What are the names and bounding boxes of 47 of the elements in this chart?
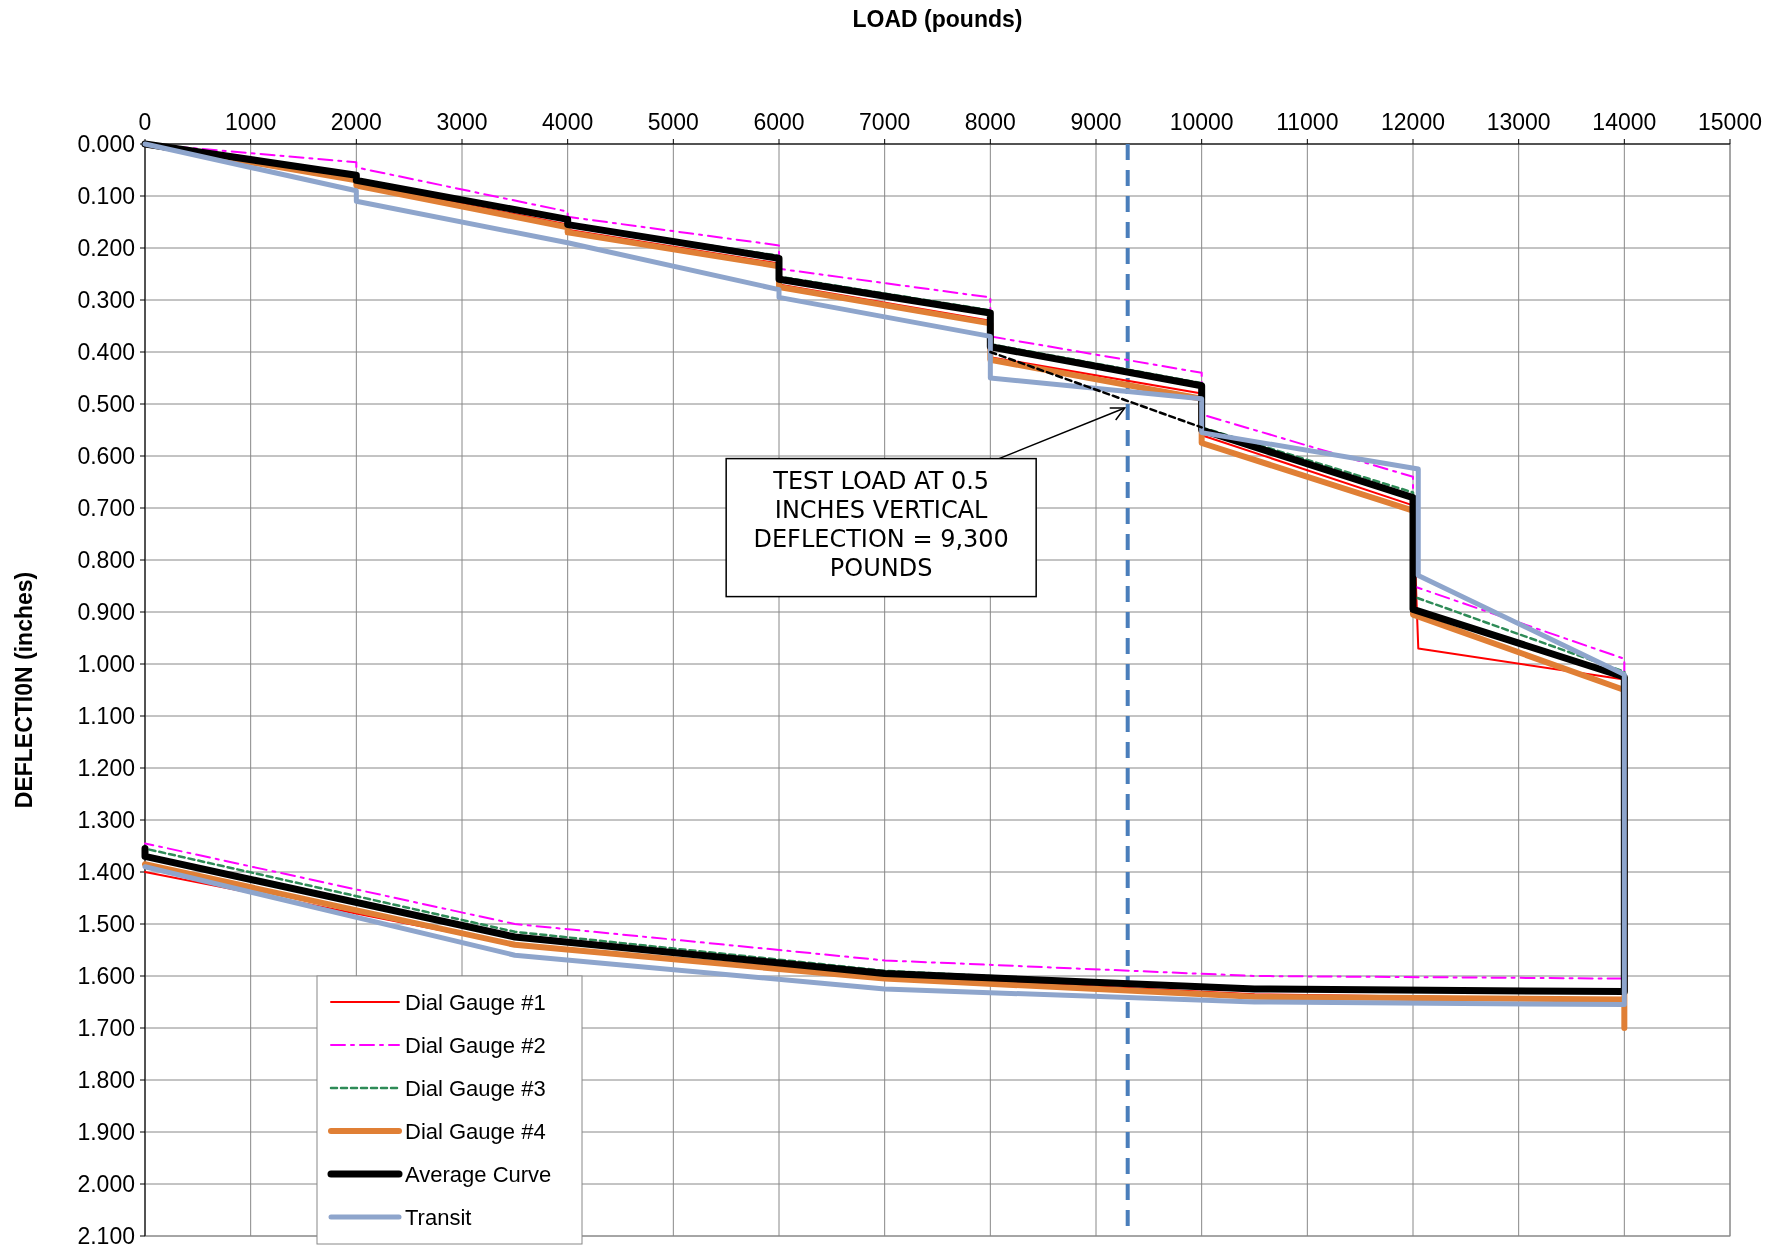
y-tick-label: 2.100: [77, 1223, 135, 1250]
y-tick-label: 1.200: [77, 755, 135, 782]
x-tick-label: 11000: [1276, 109, 1339, 135]
y-tick-label: 0.300: [77, 287, 135, 314]
y-tick-label: 0.000: [77, 131, 135, 158]
x-tick-label: 15000: [1698, 109, 1762, 135]
y-tick-label: 0.900: [77, 599, 135, 626]
y-tick-label: 0.800: [77, 547, 135, 574]
legend-label: Transit: [405, 1204, 472, 1230]
legend-label: Dial Gauge #1: [405, 989, 546, 1015]
y-tick-label: 1.600: [77, 963, 135, 990]
x-axis-title: LOAD (pounds): [852, 6, 1023, 32]
x-tick-label: 14000: [1592, 109, 1657, 135]
x-tick-label: 8000: [964, 109, 1016, 135]
x-tick-label: 12000: [1381, 109, 1445, 135]
y-tick-label: 1.000: [77, 651, 135, 678]
x-tick-label: 9000: [1070, 109, 1122, 135]
legend-label: Dial Gauge #3: [405, 1075, 546, 1101]
y-tick-label: 1.400: [77, 859, 135, 886]
y-tick-label: 1.900: [77, 1119, 135, 1146]
y-tick-label: 0.500: [77, 391, 135, 418]
y-tick-label: 1.500: [77, 911, 135, 938]
y-tick-label: 0.700: [77, 495, 135, 522]
y-tick-label: 2.000: [77, 1171, 135, 1198]
legend-label: Dial Gauge #4: [405, 1118, 546, 1144]
x-tick-label: 5000: [647, 109, 699, 135]
x-tick-label: 6000: [753, 109, 805, 135]
x-tick-label: 3000: [436, 109, 488, 135]
legend-label: Average Curve: [405, 1161, 552, 1187]
y-tick-label: 1.700: [77, 1015, 135, 1042]
y-tick-label: 1.300: [77, 807, 135, 834]
y-axis-title: DEFLECTI0N (inches): [11, 571, 37, 809]
y-tick-label: 1.100: [77, 703, 135, 730]
x-tick-label: 13000: [1486, 109, 1551, 135]
y-tick-label: 0.400: [77, 339, 135, 366]
x-tick-label: 0: [138, 109, 152, 135]
y-tick-label: 0.200: [77, 235, 135, 262]
legend-label: Dial Gauge #2: [405, 1032, 546, 1058]
x-tick-label: 2000: [330, 109, 382, 135]
y-tick-label: 0.100: [77, 183, 135, 210]
x-tick-label: 7000: [859, 109, 911, 135]
y-tick-label: 1.800: [77, 1067, 135, 1094]
annotation: TEST LOAD AT 0.5 INCHES VERTICAL DEFLECTION = 9,300 POUNDS: [753, 466, 1009, 582]
y-tick-label: 0.600: [77, 443, 135, 470]
x-tick-label: 4000: [542, 109, 594, 135]
x-tick-label: 10000: [1169, 109, 1234, 135]
x-tick-label: 1000: [225, 109, 277, 135]
